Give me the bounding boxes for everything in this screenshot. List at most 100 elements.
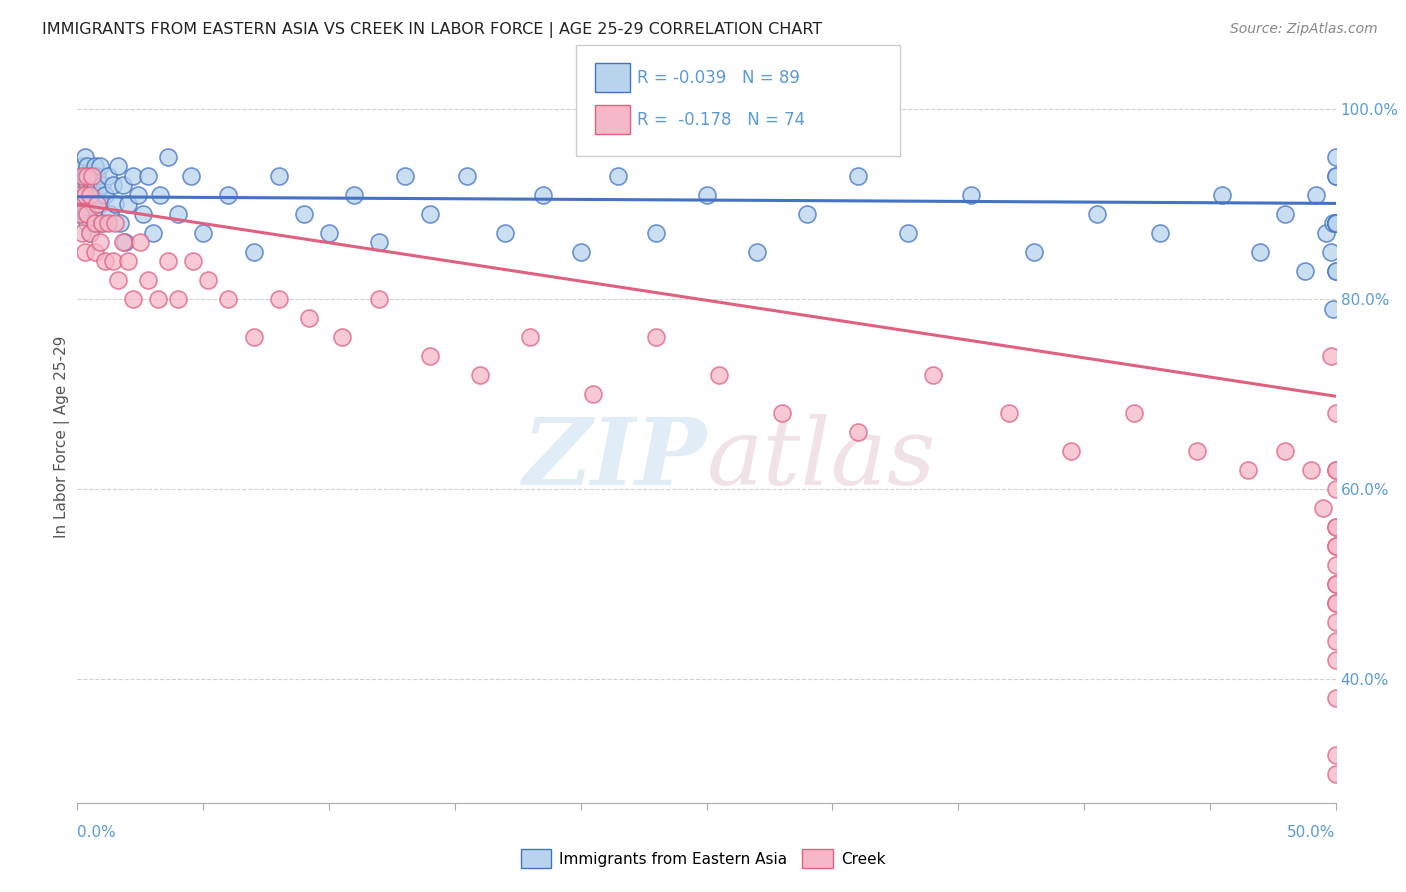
Point: [1324, 216, 1347, 230]
Point: [519, 330, 541, 344]
Point: [1324, 653, 1347, 667]
Point: [69, 187, 91, 202]
Point: [69, 207, 91, 221]
Point: [136, 273, 159, 287]
Point: [1324, 406, 1347, 420]
Point: [96, 216, 118, 230]
Point: [368, 235, 391, 250]
Point: [456, 169, 478, 183]
Point: [242, 244, 264, 259]
Point: [394, 169, 416, 183]
Point: [1324, 463, 1347, 477]
Point: [101, 178, 124, 193]
Point: [1085, 207, 1108, 221]
Point: [197, 273, 219, 287]
Point: [468, 368, 491, 383]
Point: [69, 187, 91, 202]
Point: [1211, 187, 1233, 202]
Point: [318, 226, 340, 240]
Point: [1324, 463, 1347, 477]
Point: [217, 187, 239, 202]
Point: [73, 169, 96, 183]
Point: [1324, 520, 1347, 534]
Point: [91, 178, 114, 193]
Point: [770, 406, 793, 420]
Point: [1123, 406, 1146, 420]
Point: [91, 216, 114, 230]
Point: [419, 349, 441, 363]
Point: [79, 187, 101, 202]
Point: [94, 187, 117, 202]
Point: [181, 254, 204, 268]
Point: [142, 226, 165, 240]
Point: [1305, 187, 1327, 202]
Point: [127, 187, 149, 202]
Point: [79, 169, 101, 183]
Point: [1187, 444, 1209, 458]
Text: 50.0%: 50.0%: [1288, 825, 1336, 840]
Point: [89, 235, 111, 250]
Point: [1324, 539, 1347, 553]
Point: [1312, 501, 1334, 516]
Point: [1022, 244, 1045, 259]
Point: [696, 187, 718, 202]
Point: [217, 293, 239, 307]
Point: [73, 187, 96, 202]
Point: [1274, 444, 1296, 458]
Point: [1274, 207, 1296, 221]
Point: [1319, 244, 1341, 259]
Point: [76, 159, 98, 173]
Text: ZIP: ZIP: [522, 414, 707, 504]
Point: [73, 244, 96, 259]
Point: [82, 178, 104, 193]
Point: [607, 169, 630, 183]
Text: 0.0%: 0.0%: [77, 825, 117, 840]
Point: [846, 169, 869, 183]
Point: [72, 197, 94, 211]
Point: [82, 197, 104, 211]
Point: [79, 187, 101, 202]
Point: [107, 273, 129, 287]
Point: [1324, 615, 1347, 630]
Point: [1324, 216, 1347, 230]
Point: [84, 159, 107, 173]
Point: [117, 197, 139, 211]
Point: [1322, 216, 1344, 230]
Point: [98, 207, 121, 221]
Point: [73, 150, 96, 164]
Point: [73, 207, 96, 221]
Text: Source: ZipAtlas.com: Source: ZipAtlas.com: [1230, 22, 1378, 37]
Point: [298, 311, 321, 326]
Point: [146, 293, 169, 307]
Point: [72, 169, 94, 183]
Point: [84, 216, 107, 230]
Point: [191, 226, 215, 240]
Point: [1324, 558, 1347, 573]
Point: [111, 178, 134, 193]
Point: [89, 197, 111, 211]
Point: [645, 226, 668, 240]
Point: [94, 254, 117, 268]
Point: [91, 216, 114, 230]
Point: [846, 425, 869, 440]
Point: [1324, 577, 1347, 591]
Point: [104, 216, 127, 230]
Point: [1060, 444, 1083, 458]
Point: [267, 169, 290, 183]
Point: [167, 293, 190, 307]
Point: [76, 207, 98, 221]
Point: [1295, 264, 1317, 278]
Point: [72, 226, 94, 240]
Point: [1324, 539, 1347, 553]
Point: [368, 293, 391, 307]
Point: [494, 226, 516, 240]
Text: IMMIGRANTS FROM EASTERN ASIA VS CREEK IN LABOR FORCE | AGE 25-29 CORRELATION CHA: IMMIGRANTS FROM EASTERN ASIA VS CREEK IN…: [42, 22, 823, 38]
Point: [84, 178, 107, 193]
Point: [84, 216, 107, 230]
Point: [1324, 216, 1347, 230]
Point: [156, 254, 179, 268]
Point: [1324, 169, 1347, 183]
Point: [922, 368, 945, 383]
Point: [114, 235, 136, 250]
Text: R =  -0.178   N = 74: R = -0.178 N = 74: [637, 111, 806, 128]
